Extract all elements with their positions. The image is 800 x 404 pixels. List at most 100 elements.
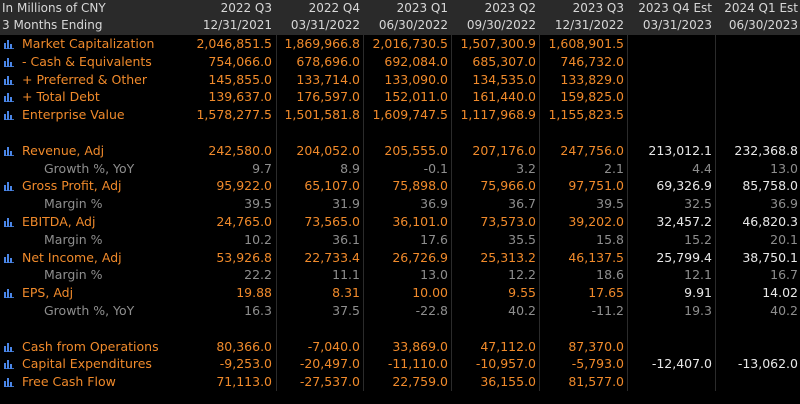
cell-value: 15.8 (596, 231, 624, 247)
chart-icon[interactable] (4, 217, 14, 227)
table-row: Cash from Operations 80,366.0 -7,040.0 33,8… (0, 338, 800, 356)
cell-value: 87,370.0 (568, 338, 624, 354)
chart-icon[interactable] (4, 288, 14, 299)
cell-value: -11.2 (591, 302, 624, 318)
chart-icon[interactable] (4, 181, 14, 192)
chart-icon[interactable] (4, 146, 14, 156)
col-header-3[interactable]: 2023 Q2 (484, 1, 536, 15)
cell-value: 38,750.1 (742, 249, 798, 265)
row-label-market-capitalization[interactable]: Market Capitalization (22, 36, 155, 51)
cell-value: 73,565.0 (304, 213, 360, 229)
cell-value: 17.6 (420, 231, 448, 247)
cell-value: 9.91 (684, 285, 712, 301)
cell-value: -20,497.0 (299, 356, 360, 372)
table-row: + Total Debt 139,637.0 176,597.0 152,011.0 1… (0, 88, 800, 106)
cell-value: 242,580.0 (208, 142, 272, 158)
cell-value: 35.5 (508, 231, 536, 247)
chart-icon[interactable] (4, 57, 14, 67)
cell-value: 8.9 (340, 160, 360, 176)
row-label-enterprise-value[interactable]: Enterprise Value (22, 107, 125, 123)
row-label-ebitda-adj[interactable]: EBITDA, Adj (22, 213, 96, 229)
cell-value: 12.1 (684, 267, 712, 283)
chart-icon[interactable] (4, 110, 14, 121)
col-date-2: 06/30/2022 (378, 18, 448, 32)
cell-value: 18.6 (596, 267, 624, 283)
row-label-gross-profit-adj[interactable]: Gross Profit, Adj (22, 178, 122, 194)
cell-value: 19.88 (236, 285, 272, 301)
cell-value: 65,107.0 (304, 178, 360, 194)
row-label-revenue-adj[interactable]: Revenue, Adj (22, 142, 105, 158)
row-label-eps-adj[interactable]: EPS, Adj (22, 285, 74, 301)
cell-value: 2,046,851.5 (196, 36, 272, 51)
cell-value: 152,011.0 (384, 89, 448, 105)
cell-value: 20.1 (770, 231, 798, 247)
cell-value: 15.2 (684, 231, 712, 247)
cell-value: 1,609,747.5 (372, 107, 448, 123)
cell-value: 22,733.4 (304, 249, 360, 265)
cell-value: 46,137.5 (568, 249, 624, 265)
table-body: Market Capitalization 2,046,851.5 1,869,96… (0, 35, 800, 391)
chart-icon[interactable] (4, 359, 14, 370)
row-label-cash-from-operations[interactable]: Cash from Operations (22, 338, 159, 354)
cell-value: 36,101.0 (392, 213, 448, 229)
cell-value: 46,820.3 (742, 213, 798, 229)
cell-value: -10,957.0 (475, 356, 536, 372)
cell-value: 16.7 (770, 267, 798, 283)
chart-icon[interactable] (4, 75, 14, 85)
cell-value: 36.9 (420, 196, 448, 212)
cell-value: -12,407.0 (651, 356, 712, 372)
cell-value: 24,765.0 (216, 213, 272, 229)
cell-value: 39.5 (596, 196, 624, 212)
cell-value: 17.65 (588, 285, 624, 301)
cell-value: 31.9 (332, 196, 360, 212)
cell-value: 133,829.0 (560, 71, 624, 87)
cell-value: 75,966.0 (480, 178, 536, 194)
col-header-4[interactable]: 2023 Q3 (572, 1, 624, 15)
cell-value: 39,202.0 (568, 213, 624, 229)
cell-value: -9,253.0 (219, 356, 272, 372)
row-label-preferred-other[interactable]: + Preferred & Other (22, 71, 148, 87)
cell-value: -27,537.0 (299, 374, 360, 390)
cell-value: 80,366.0 (216, 338, 272, 354)
col-header-0[interactable]: 2022 Q3 (220, 1, 272, 15)
cell-value: 97,751.0 (568, 178, 624, 194)
unit-label: In Millions of CNY (2, 1, 106, 15)
cell-value: 754,066.0 (208, 53, 272, 69)
cell-value: 678,696.0 (296, 53, 360, 69)
chart-icon[interactable] (4, 253, 14, 263)
chart-icon[interactable] (4, 92, 14, 103)
cell-value: 22.2 (244, 267, 272, 283)
cell-value: 12.2 (508, 267, 536, 283)
cell-value: 69,326.9 (656, 178, 712, 194)
cell-value: 22,759.0 (392, 374, 448, 390)
row-label-capital-expenditures[interactable]: Capital Expenditures (22, 356, 152, 372)
cell-value: 13.0 (420, 267, 448, 283)
chart-icon[interactable] (4, 39, 14, 49)
col-header-2[interactable]: 2023 Q1 (396, 1, 448, 15)
col-header-5[interactable]: 2023 Q4 Est (638, 1, 712, 15)
row-label-total-debt[interactable]: + Total Debt (22, 89, 100, 105)
cell-value: 40.2 (770, 302, 798, 318)
table-row: Growth %, YoY 9.7 8.9 -0.1 3.2 2.1 4.4 13.0 (0, 160, 800, 178)
col-header-6[interactable]: 2024 Q1 Est (724, 1, 798, 15)
cell-value: 10.00 (412, 285, 448, 301)
cell-value: 2.1 (604, 160, 624, 176)
row-label-net-income-adj[interactable]: Net Income, Adj (22, 249, 122, 265)
col-header-1[interactable]: 2022 Q4 (308, 1, 360, 15)
chart-icon[interactable] (4, 377, 14, 388)
row-label-free-cash-flow[interactable]: Free Cash Flow (22, 374, 116, 390)
table-row: Margin % 22.2 11.1 13.0 12.2 18.6 12.1 16.7 (0, 266, 800, 284)
row-label-growth-yoy: Growth %, YoY (44, 160, 135, 176)
row-label-margin: Margin % (44, 196, 103, 212)
cell-value: 1,578,277.5 (196, 107, 272, 123)
table-row: Free Cash Flow 71,113.0 -27,537.0 22,759.0 3… (0, 373, 800, 391)
cell-value: 25,799.4 (656, 249, 712, 265)
cell-value: 213,012.1 (648, 142, 712, 158)
cell-value: 11.1 (332, 267, 360, 283)
cell-value: 145,855.0 (208, 71, 272, 87)
chart-icon[interactable] (4, 342, 14, 352)
row-label-cash-equivalents[interactable]: - Cash & Equivalents (22, 53, 152, 69)
cell-value: 9.55 (508, 285, 536, 301)
cell-value: 16.3 (244, 302, 272, 318)
